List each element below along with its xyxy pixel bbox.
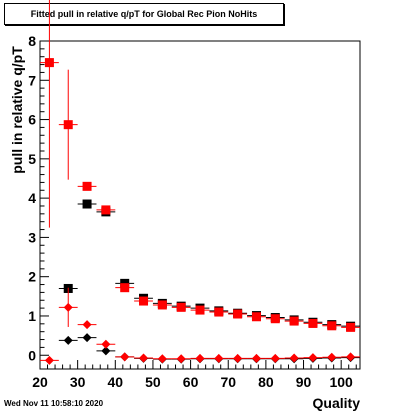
x-tick-label: 70 bbox=[220, 374, 236, 390]
data-point-diamond bbox=[289, 353, 299, 363]
data-point-diamond bbox=[308, 353, 318, 363]
x-tick-label: 90 bbox=[296, 374, 312, 390]
y-tick-label: 0 bbox=[28, 347, 36, 363]
data-point-diamond bbox=[233, 353, 243, 363]
data-point-square bbox=[120, 283, 130, 293]
data-point-square bbox=[63, 120, 73, 130]
data-point-square bbox=[44, 58, 54, 68]
data-point-square bbox=[101, 205, 111, 215]
data-point-square bbox=[195, 305, 205, 315]
data-point-diamond bbox=[63, 335, 73, 345]
x-axis-label: Quality bbox=[312, 395, 360, 411]
y-tick-label: 7 bbox=[28, 72, 36, 88]
data-point-square bbox=[214, 307, 224, 317]
x-tick-label: 60 bbox=[183, 374, 199, 390]
y-tick-label: 2 bbox=[28, 269, 36, 285]
x-tick-label: 40 bbox=[108, 374, 124, 390]
data-point-square bbox=[270, 314, 280, 324]
data-point-diamond bbox=[101, 346, 111, 356]
data-point-square bbox=[346, 322, 356, 332]
data-point-diamond bbox=[101, 339, 111, 349]
y-tick-label: 4 bbox=[28, 190, 36, 206]
x-tick-label: 30 bbox=[70, 374, 86, 390]
data-point-square bbox=[308, 318, 318, 328]
data-point-diamond bbox=[214, 353, 224, 363]
x-tick-label: 100 bbox=[329, 374, 353, 390]
y-tick-label: 5 bbox=[28, 151, 36, 167]
x-tick-label: 50 bbox=[145, 374, 161, 390]
data-point-square bbox=[82, 199, 92, 209]
y-tick-label: 8 bbox=[28, 33, 36, 49]
data-point-diamond bbox=[82, 320, 92, 330]
data-point-square bbox=[82, 181, 92, 191]
data-point-diamond bbox=[63, 302, 73, 312]
data-point-diamond bbox=[327, 352, 337, 362]
data-point-diamond bbox=[176, 354, 186, 364]
data-point-square bbox=[289, 316, 299, 326]
data-point-diamond bbox=[157, 354, 167, 364]
data-point-diamond bbox=[120, 352, 130, 362]
chart-title-box: Fitted pull in relative q/pT for Global … bbox=[4, 3, 284, 25]
data-point-diamond bbox=[251, 353, 261, 363]
data-point-square bbox=[251, 312, 261, 322]
plot-frame bbox=[39, 40, 361, 370]
data-point-square bbox=[176, 302, 186, 312]
chart-title: Fitted pull in relative q/pT for Global … bbox=[30, 9, 258, 19]
y-axis-label: pull in relative q/pT bbox=[9, 46, 25, 174]
y-tick-label: 6 bbox=[28, 112, 36, 128]
data-point-square bbox=[157, 300, 167, 310]
y-tick-label: 1 bbox=[28, 308, 36, 324]
timestamp: Wed Nov 11 10:58:10 2020 bbox=[4, 399, 104, 408]
data-point-diamond bbox=[82, 333, 92, 343]
data-point-square bbox=[327, 321, 337, 331]
data-point-diamond bbox=[195, 353, 205, 363]
data-point-diamond bbox=[44, 355, 54, 365]
data-point-diamond bbox=[346, 352, 356, 362]
y-tick-label: 3 bbox=[28, 229, 36, 245]
data-point-square bbox=[139, 296, 149, 306]
data-point-diamond bbox=[139, 353, 149, 363]
data-point-diamond bbox=[270, 353, 280, 363]
data-point-square bbox=[233, 309, 243, 319]
x-tick-label: 80 bbox=[258, 374, 274, 390]
x-tick-label: 20 bbox=[32, 374, 48, 390]
